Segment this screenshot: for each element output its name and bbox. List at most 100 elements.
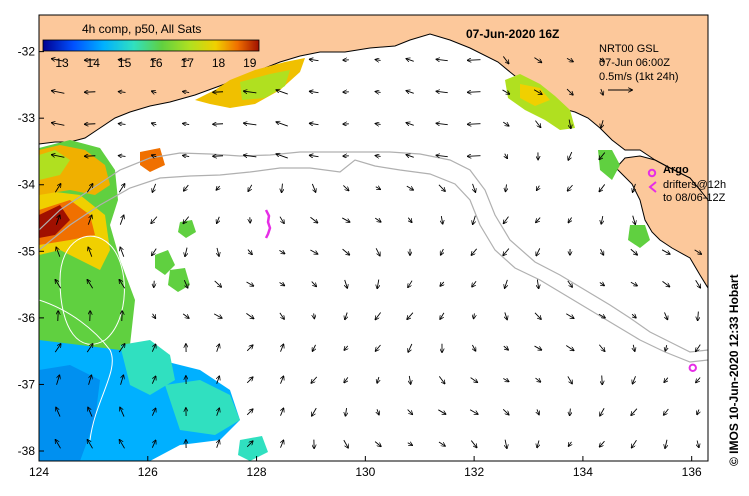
- y-tick-label: -38: [18, 444, 36, 458]
- current-arrow: [436, 123, 448, 124]
- current-arrow: [248, 184, 253, 191]
- current-arrow: [698, 311, 699, 321]
- current-arrow: [244, 91, 257, 93]
- current-arrow: [54, 344, 61, 353]
- current-arrow: [474, 313, 475, 318]
- current-arrow: [505, 279, 508, 288]
- current-arrow: [279, 312, 284, 319]
- drifters-date: to 08/06-12Z: [663, 192, 726, 204]
- current-arrow: [599, 152, 606, 160]
- current-arrow: [567, 184, 573, 191]
- current-arrow: [407, 312, 414, 320]
- current-arrow: [246, 313, 253, 318]
- current-arrow: [217, 216, 220, 223]
- current-arrow: [441, 248, 444, 255]
- current-arrow: [633, 344, 634, 351]
- colorbar-tick-label: 13: [55, 56, 69, 70]
- current-arrow: [377, 376, 379, 383]
- x-tick-label: 124: [29, 465, 49, 479]
- argo-legend: Argo drifters@12h to 08/06-12Z: [647, 164, 726, 204]
- current-arrow: [213, 313, 222, 318]
- current-arrow: [151, 376, 155, 384]
- current-arrow: [312, 344, 315, 351]
- current-arrow: [633, 215, 636, 225]
- current-arrow: [438, 441, 445, 446]
- current-arrow: [632, 440, 637, 447]
- current-arrow: [408, 217, 411, 223]
- current-arrow: [438, 184, 445, 191]
- drifter-legend-icon: [648, 181, 657, 193]
- current-arrow: [436, 91, 448, 92]
- current-arrow: [310, 249, 317, 254]
- current-arrow: [87, 280, 94, 289]
- current-arrow: [408, 280, 413, 288]
- current-arrow: [601, 248, 604, 255]
- current-arrow: [503, 379, 508, 382]
- current-arrow: [344, 377, 349, 382]
- current-arrow: [119, 156, 126, 157]
- current-arrow: [567, 376, 572, 383]
- current-arrow: [276, 122, 288, 127]
- bathymetry-contour-shelf: [39, 151, 708, 353]
- current-arrow: [375, 92, 381, 93]
- current-arrow: [55, 440, 61, 449]
- current-arrow: [535, 120, 540, 128]
- current-arrow: [310, 91, 319, 92]
- current-arrow: [537, 409, 539, 414]
- current-arrow: [630, 281, 637, 285]
- current-arrow: [342, 217, 349, 222]
- current-arrow: [345, 407, 346, 416]
- current-arrow: [569, 441, 572, 446]
- current-arrow: [664, 408, 669, 415]
- current-arrow: [601, 120, 603, 128]
- current-arrow: [183, 216, 190, 224]
- current-arrow: [375, 187, 380, 190]
- current-arrow: [631, 408, 638, 416]
- current-arrow: [152, 183, 157, 192]
- current-arrow: [374, 217, 381, 222]
- current-arrow: [54, 184, 60, 193]
- current-arrow: [311, 183, 315, 192]
- scale-label: 0.5m/s (1kt 24h): [599, 71, 678, 83]
- current-arrow: [534, 345, 542, 350]
- current-arrow: [276, 154, 288, 159]
- current-arrow: [505, 184, 506, 191]
- current-arrow: [246, 281, 254, 286]
- current-arrow: [280, 408, 283, 416]
- current-arrow: [88, 375, 92, 385]
- eddy-contour: [59, 235, 125, 345]
- current-arrow: [697, 440, 699, 448]
- current-arrow: [565, 345, 574, 351]
- current-arrow: [468, 92, 481, 93]
- current-arrow: [152, 155, 157, 157]
- current-arrow: [86, 344, 93, 353]
- current-arrow: [599, 184, 606, 191]
- current-arrow: [216, 186, 219, 190]
- current-arrow: [52, 155, 65, 158]
- current-arrow: [374, 441, 381, 447]
- sst-title: 4h comp, p50, All Sats: [82, 22, 201, 36]
- current-arrow: [599, 282, 604, 285]
- current-arrow: [504, 216, 509, 224]
- current-arrow: [696, 377, 701, 383]
- current-arrow: [598, 344, 604, 352]
- current-arrow: [55, 215, 59, 225]
- current-arrow: [468, 124, 481, 125]
- current-arrow: [535, 377, 540, 382]
- current-arrow: [537, 279, 538, 289]
- current-arrow: [118, 184, 124, 193]
- current-arrow: [310, 216, 317, 222]
- current-arrow: [566, 58, 573, 61]
- current-arrow: [87, 215, 91, 225]
- current-arrow: [537, 440, 539, 447]
- current-arrow: [217, 344, 220, 352]
- current-arrow: [503, 248, 510, 256]
- current-arrow: [182, 313, 189, 318]
- current-arrow: [151, 408, 155, 416]
- current-arrow: [282, 183, 283, 193]
- current-arrow: [505, 153, 508, 159]
- current-arrow: [120, 247, 125, 257]
- current-arrow: [345, 279, 348, 288]
- current-arrow: [311, 281, 317, 287]
- colorbar-gradient: [42, 39, 260, 52]
